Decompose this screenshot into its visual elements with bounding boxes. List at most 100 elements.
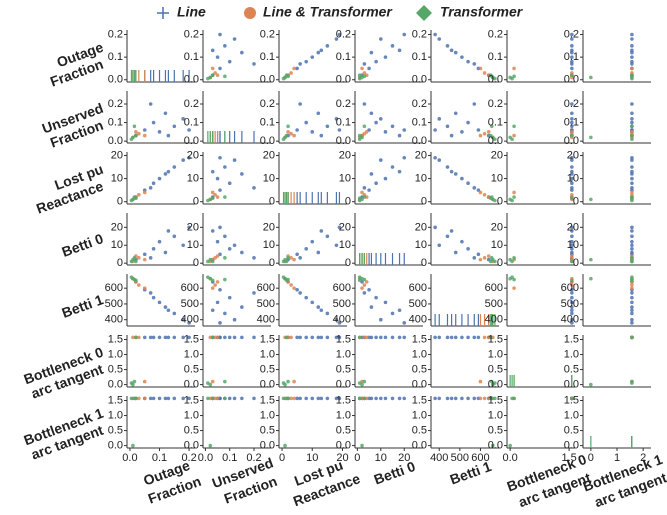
point bbox=[362, 62, 367, 66]
point bbox=[284, 259, 289, 264]
point bbox=[223, 256, 227, 260]
x-tick-label: 0.0 bbox=[198, 452, 213, 464]
point bbox=[489, 396, 494, 401]
y-tick-label: 1.0 bbox=[336, 409, 351, 421]
y-tick-label: 0.0 bbox=[412, 379, 427, 391]
point bbox=[453, 111, 458, 116]
point bbox=[232, 335, 237, 340]
y-tick-label: 1.0 bbox=[488, 348, 503, 360]
point bbox=[570, 32, 574, 37]
point bbox=[210, 196, 215, 201]
point bbox=[433, 225, 437, 230]
point bbox=[374, 295, 378, 300]
point bbox=[232, 158, 237, 162]
point bbox=[570, 229, 574, 233]
point bbox=[337, 225, 342, 230]
point bbox=[227, 396, 232, 401]
point bbox=[286, 130, 290, 134]
point bbox=[445, 335, 450, 340]
point bbox=[437, 117, 442, 121]
point bbox=[232, 243, 237, 248]
point bbox=[433, 155, 437, 160]
point bbox=[570, 130, 574, 134]
point bbox=[360, 190, 364, 195]
y-tick-label: 10 bbox=[111, 172, 123, 184]
point bbox=[334, 243, 339, 248]
point bbox=[478, 66, 483, 71]
point bbox=[570, 124, 574, 129]
point bbox=[240, 335, 244, 340]
point bbox=[310, 335, 315, 340]
y-tick-label: 10 bbox=[415, 239, 427, 251]
point bbox=[362, 283, 367, 287]
x-tick-label: 0.1 bbox=[152, 452, 167, 464]
point bbox=[163, 335, 168, 340]
y-tick-label: 0.5 bbox=[108, 363, 123, 375]
point bbox=[460, 130, 464, 134]
point bbox=[493, 396, 497, 401]
point bbox=[570, 186, 574, 190]
point bbox=[283, 443, 287, 448]
point bbox=[148, 102, 153, 106]
point bbox=[210, 229, 215, 233]
point bbox=[570, 287, 574, 292]
point bbox=[445, 165, 450, 169]
point bbox=[630, 55, 634, 59]
y-tick-label: 0.1 bbox=[336, 51, 351, 63]
point bbox=[508, 75, 512, 80]
y-tick-label: 0.2 bbox=[260, 98, 275, 110]
y-tick-label: 0.0 bbox=[412, 440, 427, 452]
point bbox=[334, 335, 339, 340]
point bbox=[433, 32, 437, 37]
point bbox=[449, 133, 454, 138]
point bbox=[460, 55, 464, 59]
y-tick-label: 1.5 bbox=[564, 333, 579, 345]
point bbox=[181, 117, 185, 121]
point bbox=[325, 44, 330, 48]
point bbox=[437, 37, 442, 41]
y-tick-label: 0.2 bbox=[184, 98, 199, 110]
point bbox=[476, 188, 481, 192]
point bbox=[630, 283, 634, 287]
point bbox=[570, 239, 574, 244]
y-tick-label: 0 bbox=[193, 196, 199, 208]
point bbox=[334, 396, 339, 401]
point bbox=[210, 335, 215, 340]
point bbox=[630, 295, 634, 300]
point bbox=[304, 335, 309, 340]
point bbox=[362, 71, 367, 75]
y-tick-label: 0.5 bbox=[108, 424, 123, 436]
point bbox=[310, 396, 315, 401]
point bbox=[240, 396, 244, 401]
y-tick-label: 1.0 bbox=[184, 409, 199, 421]
y-tick-label: 0.1 bbox=[564, 51, 579, 63]
point bbox=[132, 195, 137, 199]
point bbox=[316, 50, 321, 55]
y-tick-label: 1.0 bbox=[412, 409, 427, 421]
y-tick-label: 1.0 bbox=[488, 409, 503, 421]
point bbox=[181, 317, 185, 322]
point bbox=[570, 305, 574, 309]
y-tick-label: 0.0 bbox=[260, 74, 275, 86]
point bbox=[298, 291, 302, 295]
point bbox=[472, 256, 477, 260]
point bbox=[208, 382, 213, 387]
point bbox=[390, 44, 395, 48]
point bbox=[630, 169, 634, 174]
y-tick-label: 20 bbox=[263, 221, 275, 233]
point bbox=[369, 50, 374, 55]
y-tick-label: 1.0 bbox=[108, 348, 123, 360]
point bbox=[630, 308, 634, 313]
point bbox=[570, 254, 574, 258]
point bbox=[390, 335, 395, 340]
y-axis-title: Betti 1 bbox=[60, 291, 106, 321]
y-tick-label: 10 bbox=[491, 172, 503, 184]
point bbox=[187, 335, 191, 340]
y-tick-label: 10 bbox=[187, 172, 199, 184]
point bbox=[489, 256, 494, 260]
y-tick-label: 1.5 bbox=[488, 333, 503, 345]
point bbox=[289, 335, 293, 340]
point bbox=[478, 379, 483, 384]
point bbox=[218, 155, 222, 160]
point bbox=[360, 443, 364, 448]
